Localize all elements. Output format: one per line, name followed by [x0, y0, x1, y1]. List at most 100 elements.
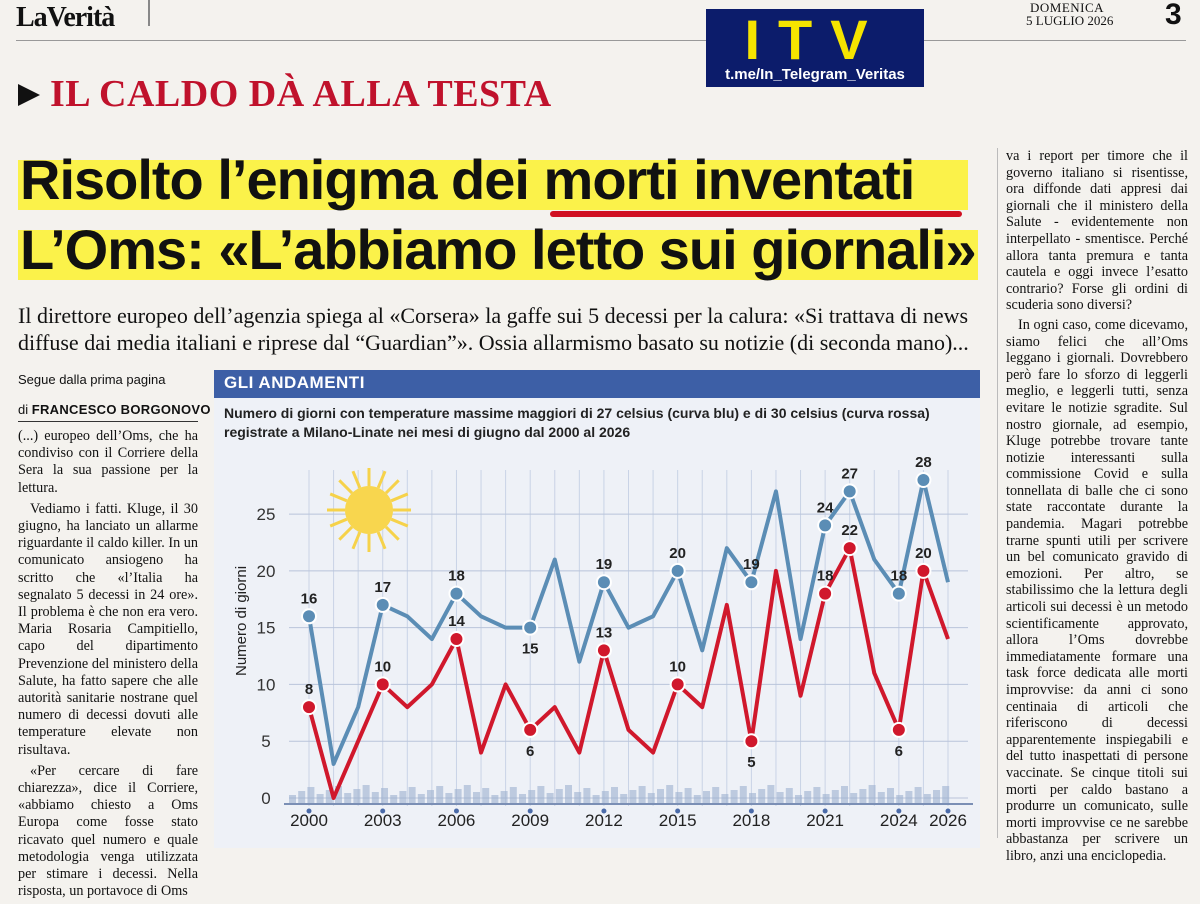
baseline-texture — [896, 795, 904, 803]
baseline-texture — [353, 789, 361, 803]
blue-data-label: 28 — [915, 454, 932, 471]
baseline-texture — [831, 790, 839, 803]
red-data-point — [817, 585, 834, 602]
baseline-texture — [335, 786, 342, 803]
sun-ray — [338, 525, 354, 541]
sun-ray — [384, 525, 400, 541]
chart-title: Numero di giorni con temperature massime… — [224, 405, 930, 440]
section-kicker: IL CALDO DÀ ALLA TESTA — [50, 73, 552, 115]
red-data-label: 8 — [305, 681, 313, 698]
page-number: 3 — [1165, 0, 1182, 31]
baseline-texture — [877, 792, 885, 803]
baseline-texture — [749, 793, 756, 803]
baseline-texture — [289, 795, 296, 803]
right-paragraph: In ogni caso, come dicevamo, siamo felic… — [1006, 316, 1188, 864]
baseline-texture — [482, 788, 490, 803]
baseline-texture — [739, 786, 747, 803]
blue-data-point — [448, 585, 465, 602]
baseline-texture — [344, 793, 352, 803]
blue-series-line — [307, 478, 950, 766]
baseline-texture — [463, 785, 471, 803]
baseline-texture — [509, 787, 517, 803]
baseline-texture — [647, 793, 655, 803]
baseline-texture — [500, 791, 508, 803]
chart-header: GLI ANDAMENTI — [224, 373, 365, 392]
sun-ray — [351, 470, 362, 489]
red-data-point — [743, 733, 760, 750]
headline-line-2: L’Oms: «L’abbiamo letto sui giornali» — [20, 218, 977, 281]
red-data-label: 18 — [817, 568, 834, 585]
baseline-texture — [298, 791, 306, 803]
itv-letters-logo: ITV — [744, 9, 867, 63]
sun-ray — [376, 470, 387, 489]
x-tick-label: 2024 — [880, 811, 918, 830]
baseline-texture — [942, 786, 950, 803]
headline-highlight-1 — [18, 160, 968, 210]
right-column: va i report per timore che il governo it… — [1006, 148, 1188, 868]
blue-data-point — [522, 619, 539, 636]
baseline-texture — [675, 792, 683, 803]
sun-ray — [329, 517, 348, 528]
baseline-texture — [868, 785, 876, 803]
x-tick-label: 2009 — [511, 811, 549, 830]
red-data-point — [841, 540, 858, 557]
red-data-point — [522, 721, 539, 738]
baseline-texture — [638, 786, 646, 803]
red-data-label: 14 — [448, 613, 465, 630]
chart-header-bar — [214, 370, 980, 398]
blue-data-label: 19 — [596, 556, 613, 573]
telegram-logo[interactable]: ITV t.me/In_Telegram_Veritas — [706, 9, 924, 87]
red-data-label: 22 — [841, 522, 858, 539]
red-data-point — [374, 676, 391, 693]
x-tick-label: 2026 — [929, 811, 967, 830]
baseline-texture — [776, 792, 784, 803]
column-rule — [997, 148, 998, 838]
baseline-texture — [620, 794, 628, 803]
telegram-link[interactable]: t.me/In_Telegram_Veritas — [725, 66, 905, 83]
red-data-label: 6 — [526, 743, 534, 760]
blue-data-label: 19 — [743, 556, 760, 573]
blue-data-label: 17 — [374, 579, 391, 596]
blue-data-point — [374, 596, 391, 613]
y-tick-label: 15 — [257, 619, 276, 638]
x-tick-label: 2003 — [364, 811, 402, 830]
baseline-texture — [712, 787, 720, 803]
baseline-texture — [436, 786, 444, 803]
baseline-texture — [693, 795, 701, 803]
baseline-texture — [657, 789, 664, 803]
blue-data-label: 18 — [448, 568, 465, 585]
sun-ray — [390, 517, 409, 528]
baseline-texture — [804, 791, 812, 803]
baseline-texture — [381, 788, 388, 803]
baseline-texture — [555, 789, 563, 803]
x-tick-label: 2018 — [732, 811, 770, 830]
baseline-texture — [316, 794, 324, 803]
baseline-texture — [887, 788, 894, 803]
x-tick-mark — [822, 808, 828, 814]
red-data-label: 10 — [669, 658, 686, 675]
y-axis-label: Numero di giorni — [233, 566, 250, 676]
baseline-texture — [583, 788, 591, 803]
baseline-texture — [933, 790, 940, 803]
baseline-texture — [565, 785, 572, 803]
blue-data-point — [301, 608, 317, 625]
y-tick-label: 5 — [261, 732, 270, 751]
baseline-texture — [684, 788, 692, 803]
baseline-texture — [574, 792, 582, 803]
top-rule — [16, 40, 1186, 41]
x-tick-label: 2000 — [290, 811, 328, 830]
x-tick-mark — [675, 808, 681, 814]
blue-data-point — [915, 472, 932, 488]
x-tick-mark — [380, 808, 386, 814]
red-data-label: 5 — [747, 754, 755, 771]
baseline-texture — [905, 791, 913, 803]
baseline-texture — [546, 793, 554, 803]
baseline-texture — [767, 785, 775, 803]
blue-data-label: 27 — [841, 465, 858, 482]
baseline-texture — [408, 787, 416, 803]
baseline-texture — [611, 787, 618, 803]
baseline-texture — [362, 785, 370, 803]
continued-note: Segue dalla prima pagina — [18, 372, 166, 387]
baseline-texture — [519, 794, 526, 803]
red-data-label: 20 — [915, 545, 932, 562]
